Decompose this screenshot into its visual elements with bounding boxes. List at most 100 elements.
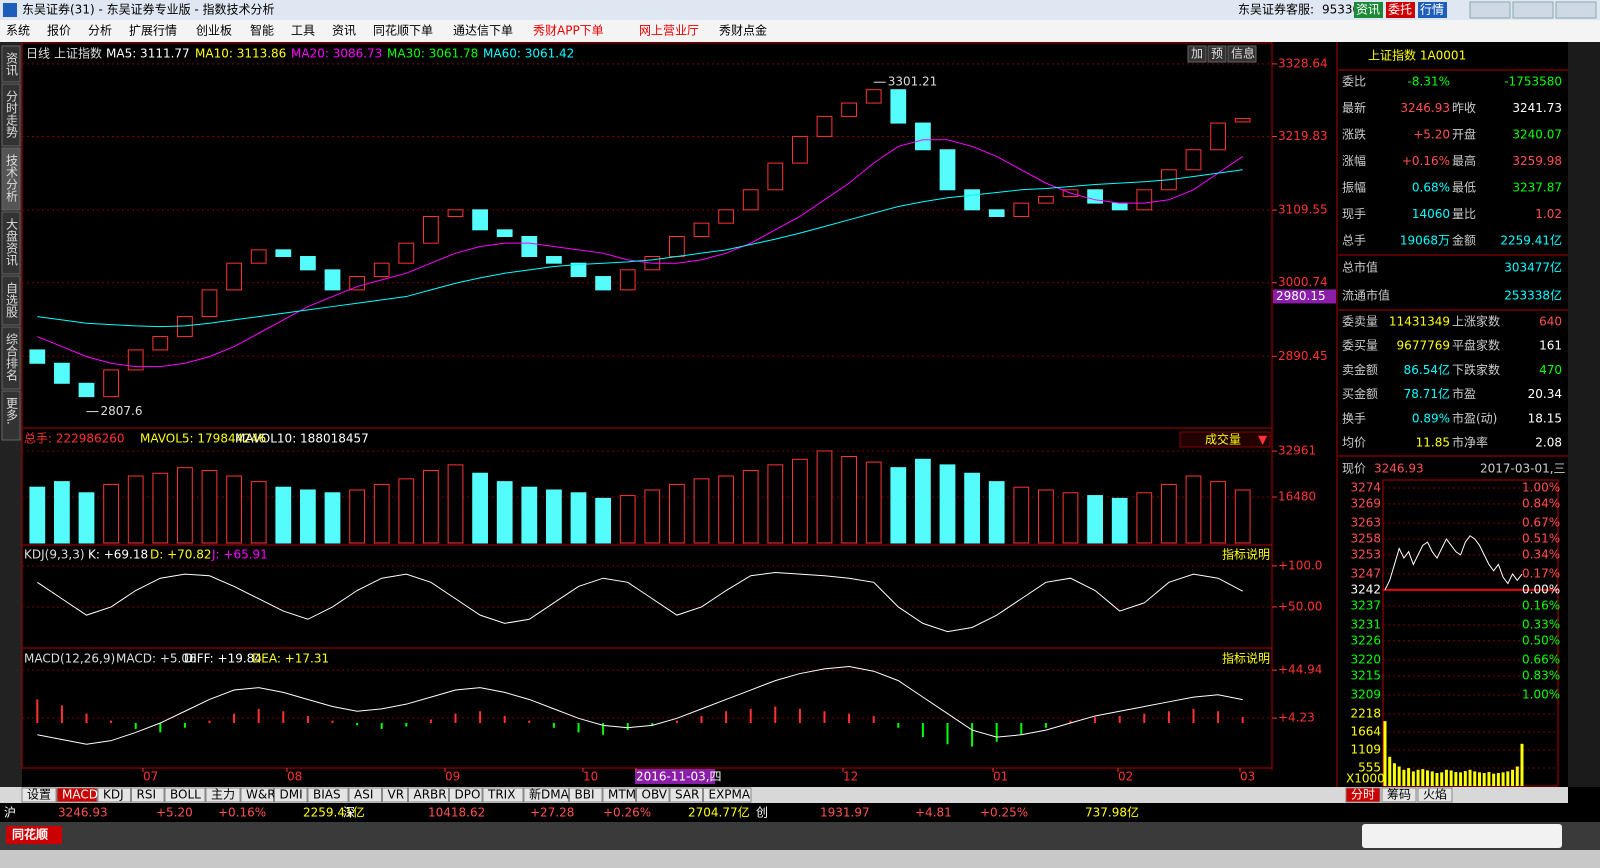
indicator-tab[interactable]: [636, 787, 670, 803]
indicator-tab[interactable]: [348, 787, 382, 803]
status-item: +0.16%: [218, 806, 266, 820]
mini-tab-label[interactable]: 分时: [1351, 788, 1375, 802]
title-button-bg[interactable]: [1354, 2, 1383, 18]
help-link[interactable]: 指标说明: [1222, 651, 1270, 666]
side-tab-label[interactable]: 资讯: [5, 52, 19, 77]
mini-tab[interactable]: [1381, 787, 1417, 803]
side-tab[interactable]: [1, 211, 21, 275]
indicator-tab[interactable]: [274, 787, 308, 803]
indicator-tab[interactable]: [569, 787, 603, 803]
quote-label: 昨收: [1452, 101, 1476, 115]
indicator-tab-label[interactable]: MTM: [608, 788, 636, 802]
menu-item[interactable]: 智能: [250, 23, 274, 38]
indicator-tab[interactable]: [482, 787, 524, 803]
side-tab-label[interactable]: 更多.: [5, 397, 19, 425]
mini-y-label: 3237: [1350, 598, 1381, 612]
mini-tab-label[interactable]: 筹码: [1387, 788, 1411, 802]
menu-item[interactable]: 工具: [291, 24, 315, 38]
quote-label: 总市值: [1342, 260, 1378, 275]
chart-button-bg[interactable]: [1207, 45, 1227, 63]
mini-tab-label[interactable]: 火焰: [1423, 787, 1447, 802]
indicator-tab-label[interactable]: 主力: [211, 788, 235, 802]
title-button[interactable]: 委托: [1388, 3, 1412, 17]
indicator-tab[interactable]: [408, 787, 449, 803]
mini-tab[interactable]: [1417, 787, 1453, 803]
menu-item[interactable]: 秀财APP下单: [533, 24, 604, 38]
indicator-tab[interactable]: [523, 787, 569, 803]
indicator-tab-label[interactable]: 设置: [27, 788, 51, 802]
side-tab-label[interactable]: 分时走势: [5, 90, 19, 138]
dropdown-arrow[interactable]: ▼: [1258, 433, 1268, 447]
menu-item[interactable]: 同花顺下单: [373, 23, 433, 38]
side-tab[interactable]: [1, 275, 21, 326]
indicator-tab-label[interactable]: OBV: [642, 788, 668, 802]
indicator-tab[interactable]: [131, 787, 165, 803]
window-control[interactable]: [1512, 1, 1554, 19]
indicator-tab-label[interactable]: DPO: [455, 788, 481, 802]
chart-button-bg[interactable]: [1227, 45, 1257, 63]
indicator-tab-label[interactable]: BIAS: [313, 788, 341, 802]
menu-item[interactable]: 分析: [88, 24, 112, 38]
indicator-tab-label[interactable]: ARBR: [414, 788, 447, 802]
indicator-tab-label[interactable]: RSI: [137, 788, 157, 802]
chart-button[interactable]: 加: [1191, 47, 1203, 61]
indicator-tab-label[interactable]: 新DMA: [529, 787, 570, 802]
indicator-tab[interactable]: [240, 787, 274, 803]
volume-selector[interactable]: 成交量: [1205, 432, 1241, 447]
indicator-tab[interactable]: [703, 787, 752, 803]
indicator-tab-label[interactable]: TRIX: [487, 788, 515, 802]
indicator-tab[interactable]: [382, 787, 408, 803]
chart-button-bg[interactable]: [1187, 45, 1207, 63]
side-tab[interactable]: [1, 45, 21, 83]
indicator-tab[interactable]: [21, 787, 57, 803]
menu-item[interactable]: 通达信下单: [453, 24, 513, 38]
indicator-tab-label[interactable]: BBI: [575, 788, 595, 802]
side-tab-label[interactable]: 大盘资讯: [5, 218, 19, 267]
indicator-tab-label[interactable]: SAR: [675, 788, 699, 802]
indicator-tab-label[interactable]: EXPMA: [709, 788, 751, 802]
indicator-tab[interactable]: [205, 787, 241, 803]
title-button[interactable]: 资讯: [1356, 3, 1380, 17]
menu-item[interactable]: 秀财点金: [719, 23, 767, 38]
menu-item[interactable]: 网上营业厅: [639, 24, 699, 38]
indicator-tab-label[interactable]: BOLL: [170, 788, 201, 802]
side-tab-label[interactable]: 自选股: [5, 282, 19, 319]
indicator-tab-label[interactable]: DMI: [280, 788, 303, 802]
title-button-bg[interactable]: [1386, 2, 1415, 18]
indicator-tab-label[interactable]: W&R: [246, 788, 276, 802]
chart-button[interactable]: 预: [1211, 47, 1223, 61]
indicator-tab[interactable]: [164, 787, 206, 803]
side-tab-label[interactable]: 综合排名: [5, 333, 19, 381]
side-tab[interactable]: [1, 390, 21, 441]
indicator-tab[interactable]: [307, 787, 349, 803]
title-button[interactable]: 行情: [1420, 3, 1444, 17]
indicator-tab-label[interactable]: KDJ: [103, 788, 124, 802]
indicator-tab-label[interactable]: VR: [388, 788, 405, 802]
indicator-tab-label[interactable]: MACD: [62, 788, 98, 802]
chart-button[interactable]: 信息: [1231, 46, 1255, 61]
side-tab[interactable]: [1, 83, 21, 147]
indicator-tab-label[interactable]: ASI: [354, 788, 373, 802]
volume-bar: [595, 497, 611, 544]
menu-item[interactable]: 报价: [47, 23, 71, 38]
indicator-tab[interactable]: [449, 787, 483, 803]
side-tab[interactable]: [1, 147, 21, 211]
mini-tab[interactable]: [1345, 787, 1381, 803]
title-button-bg[interactable]: [1418, 2, 1447, 18]
service-label: 东吴证券客服:: [1238, 2, 1314, 17]
window-control[interactable]: [1469, 1, 1511, 19]
quote-label: 卖金额: [1342, 362, 1378, 377]
menu-item[interactable]: 扩展行情: [129, 24, 177, 38]
side-tab[interactable]: [1, 326, 21, 390]
indicator-tab[interactable]: [669, 787, 703, 803]
indicator-tab[interactable]: [602, 787, 636, 803]
menu-item[interactable]: 系统: [6, 24, 30, 38]
menu-item[interactable]: 资讯: [332, 24, 356, 38]
help-link[interactable]: 指标说明: [1222, 547, 1270, 562]
menu-item[interactable]: 创业板: [196, 24, 232, 38]
indicator-tab[interactable]: [97, 787, 131, 803]
window-control[interactable]: [1555, 1, 1597, 19]
volume-selector-bg[interactable]: [1179, 431, 1271, 448]
side-tab-label[interactable]: 技术分析: [5, 154, 19, 203]
indicator-tab[interactable]: [56, 787, 98, 803]
